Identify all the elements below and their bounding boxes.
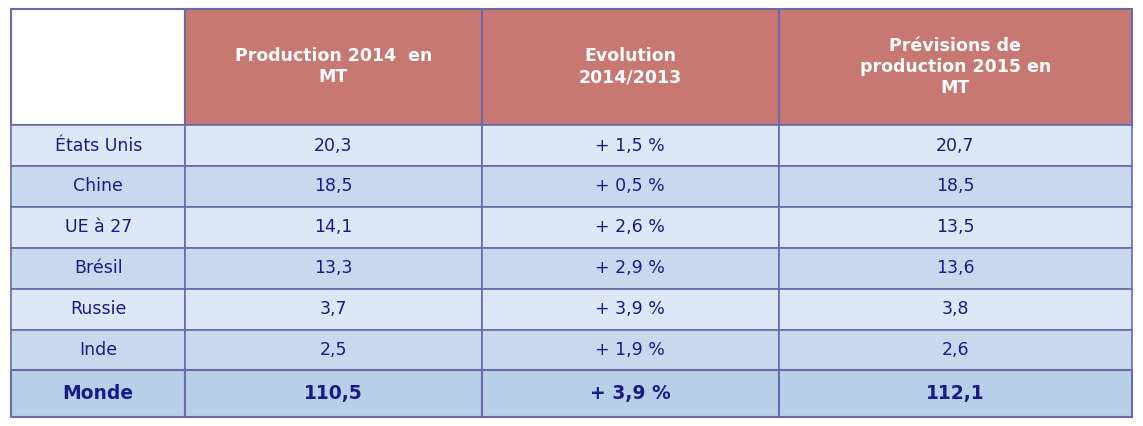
Text: Evolution
2014/2013: Evolution 2014/2013 bbox=[578, 47, 682, 86]
Bar bbox=[778, 9, 1132, 125]
Text: 20,7: 20,7 bbox=[936, 136, 974, 155]
Bar bbox=[11, 125, 185, 166]
Text: États Unis: États Unis bbox=[55, 136, 142, 155]
Text: 2,6: 2,6 bbox=[942, 341, 969, 359]
Text: + 2,9 %: + 2,9 % bbox=[596, 259, 665, 277]
Bar bbox=[185, 207, 482, 248]
Text: 2,5: 2,5 bbox=[320, 341, 347, 359]
Bar bbox=[778, 248, 1132, 289]
Text: 18,5: 18,5 bbox=[936, 177, 974, 196]
Bar bbox=[185, 330, 482, 371]
Text: Russie: Russie bbox=[70, 300, 127, 318]
Bar bbox=[11, 330, 185, 371]
Bar bbox=[11, 371, 185, 417]
Bar bbox=[778, 207, 1132, 248]
Text: Brésil: Brésil bbox=[74, 259, 122, 277]
Bar bbox=[778, 330, 1132, 371]
Bar bbox=[482, 330, 778, 371]
Text: Chine: Chine bbox=[73, 177, 123, 196]
Text: 13,3: 13,3 bbox=[314, 259, 353, 277]
Text: + 1,5 %: + 1,5 % bbox=[596, 136, 665, 155]
Text: Monde: Monde bbox=[63, 384, 134, 403]
Bar bbox=[185, 289, 482, 330]
Bar bbox=[778, 289, 1132, 330]
Bar bbox=[11, 166, 185, 207]
Bar bbox=[482, 371, 778, 417]
Text: 14,1: 14,1 bbox=[314, 218, 353, 236]
Bar bbox=[482, 289, 778, 330]
Text: 20,3: 20,3 bbox=[314, 136, 353, 155]
Bar bbox=[11, 207, 185, 248]
Text: 13,5: 13,5 bbox=[936, 218, 974, 236]
Bar bbox=[185, 371, 482, 417]
Text: Production 2014  en
MT: Production 2014 en MT bbox=[234, 47, 432, 86]
Text: + 0,5 %: + 0,5 % bbox=[596, 177, 665, 196]
Bar bbox=[11, 248, 185, 289]
Bar bbox=[482, 248, 778, 289]
Text: 3,7: 3,7 bbox=[320, 300, 347, 318]
Bar bbox=[482, 207, 778, 248]
Text: 110,5: 110,5 bbox=[304, 384, 362, 403]
Text: Inde: Inde bbox=[79, 341, 118, 359]
Bar bbox=[11, 289, 185, 330]
Text: 18,5: 18,5 bbox=[314, 177, 353, 196]
Bar bbox=[185, 9, 482, 125]
Text: 13,6: 13,6 bbox=[936, 259, 975, 277]
Bar bbox=[778, 125, 1132, 166]
Bar bbox=[11, 9, 185, 125]
Text: Prévisions de
production 2015 en
MT: Prévisions de production 2015 en MT bbox=[860, 37, 1050, 97]
Text: 3,8: 3,8 bbox=[942, 300, 969, 318]
Text: 112,1: 112,1 bbox=[926, 384, 984, 403]
Bar bbox=[185, 166, 482, 207]
Bar bbox=[778, 371, 1132, 417]
Bar bbox=[185, 125, 482, 166]
Text: UE à 27: UE à 27 bbox=[65, 218, 131, 236]
Bar bbox=[482, 166, 778, 207]
Text: + 3,9 %: + 3,9 % bbox=[596, 300, 665, 318]
Text: + 2,6 %: + 2,6 % bbox=[596, 218, 665, 236]
Bar bbox=[482, 125, 778, 166]
Text: + 1,9 %: + 1,9 % bbox=[596, 341, 665, 359]
Bar bbox=[482, 9, 778, 125]
Bar bbox=[778, 166, 1132, 207]
Text: + 3,9 %: + 3,9 % bbox=[590, 384, 671, 403]
Bar bbox=[185, 248, 482, 289]
